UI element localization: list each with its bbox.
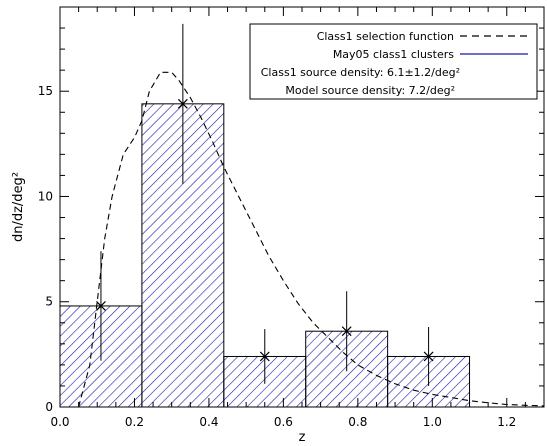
- data-point-1: [96, 301, 106, 311]
- x-axis: 0.0 0.2 0.4 0.6 0.8 1.0 1.2: [50, 7, 545, 429]
- y-axis: 0 5 10 15: [38, 6, 544, 414]
- selection-function-line: [78, 71, 544, 407]
- y-tick-label: 10: [38, 189, 53, 203]
- x-axis-label: z: [299, 430, 306, 445]
- x-tick-label: 1.2: [497, 415, 516, 429]
- legend: Class1 selection function May05 class1 c…: [249, 23, 538, 100]
- x-tick-label: 0.6: [274, 415, 293, 429]
- legend-model-density: Model source density: 7.2/deg²: [285, 84, 455, 97]
- x-tick-label: 1.0: [423, 415, 442, 429]
- data-point-2: [177, 98, 188, 109]
- x-tick-label: 0.8: [348, 415, 367, 429]
- x-tick-label: 0.4: [199, 415, 218, 429]
- y-tick-label: 15: [38, 84, 53, 98]
- legend-label-clusters: May05 class1 clusters: [333, 48, 454, 61]
- legend-label-selection-function: Class1 selection function: [317, 30, 454, 43]
- y-tick-label: 0: [45, 400, 53, 414]
- data-point-3: [259, 351, 270, 362]
- legend-class1-density: Class1 source density: 6.1±1.2/deg²: [261, 66, 460, 79]
- data-point-5: [423, 351, 434, 362]
- x-tick-label: 0.0: [50, 415, 69, 429]
- y-axis-label: dn/dz/deg²: [11, 172, 26, 242]
- x-tick-label: 0.2: [125, 415, 144, 429]
- selection-function-layer: [78, 71, 544, 407]
- error-bars: [96, 23, 434, 386]
- data-point-4: [341, 326, 352, 337]
- y-tick-label: 5: [45, 295, 53, 309]
